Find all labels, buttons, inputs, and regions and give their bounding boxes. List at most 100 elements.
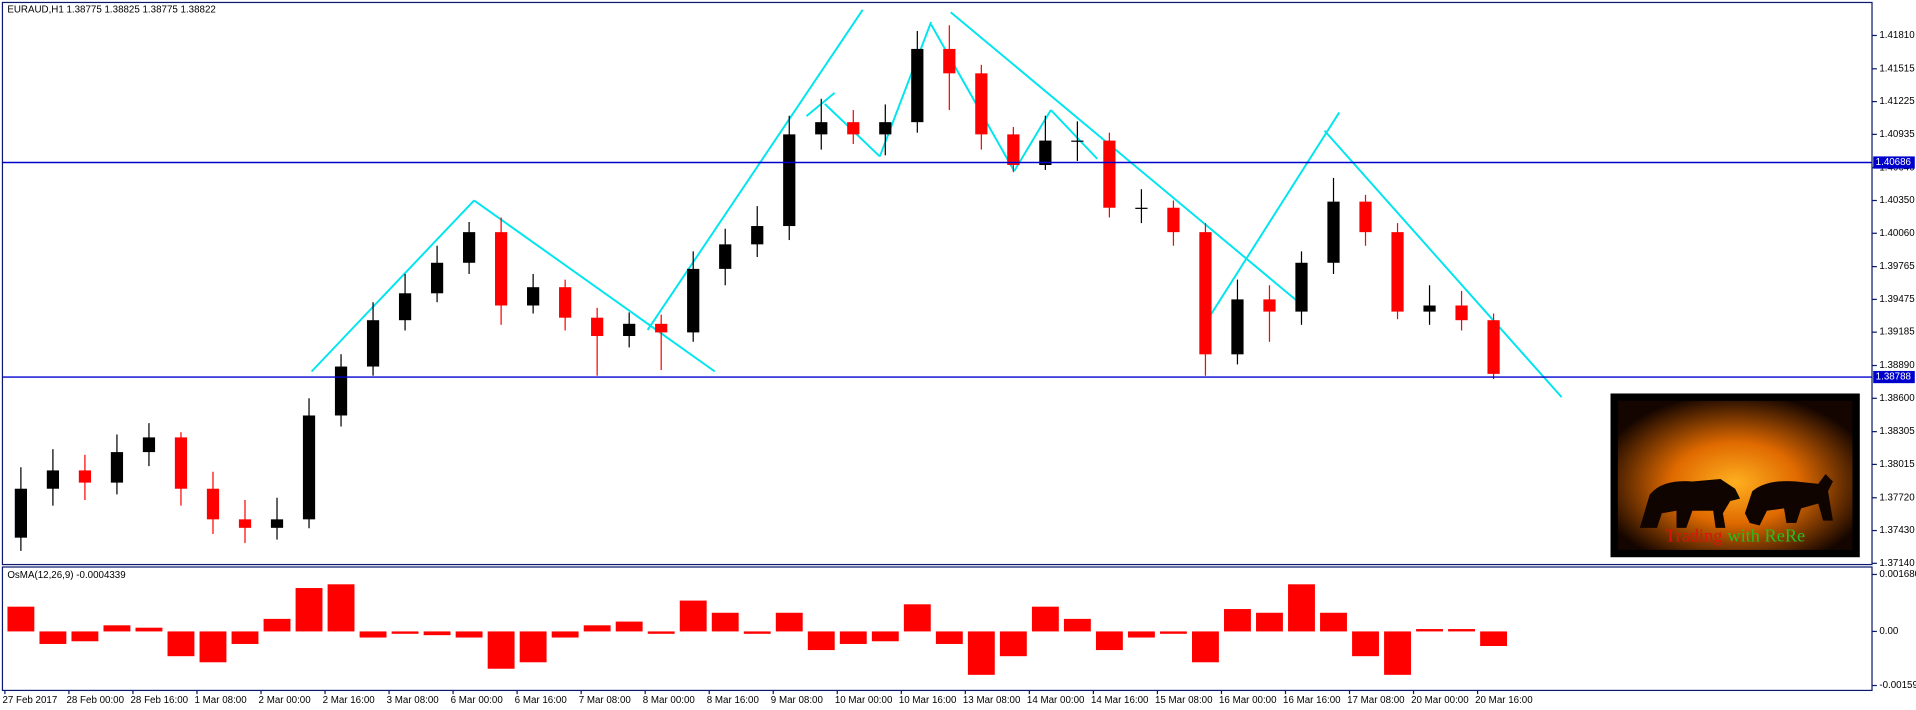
candle-body [719, 244, 732, 269]
trend-line [1050, 109, 1099, 160]
candle-body [430, 262, 444, 294]
osma-bar [231, 631, 259, 644]
trend-lines [310, 9, 1563, 398]
candle-body [687, 268, 700, 333]
candle-body [975, 73, 988, 135]
price-label: 1.40686 [1876, 157, 1911, 168]
candle-body [398, 293, 412, 321]
y-tick-label: 0.00 [1879, 626, 1899, 637]
price-label-box [1873, 156, 1915, 169]
indicator-title: OsMA(12,26,9) -0.0004339 [7, 570, 125, 581]
sub-panel-frame [1, 566, 1873, 692]
candle-body [1455, 305, 1468, 321]
candle-body [238, 519, 252, 528]
osma-bar [1448, 629, 1476, 632]
logo-text: Trading with ReRe [1665, 526, 1805, 546]
trend-line [930, 23, 1016, 172]
osma-bar [615, 621, 643, 632]
osma-bar [711, 612, 739, 632]
osma-bar [1063, 618, 1091, 632]
candle-body [495, 232, 508, 306]
x-tick-label: 10 Mar 16:00 [899, 695, 957, 706]
osma-bar [935, 631, 963, 644]
candle-body [302, 415, 316, 520]
candle-body [943, 48, 956, 74]
y-tick-label: 1.38890 [1879, 360, 1915, 371]
osma-bar [1159, 631, 1187, 634]
osma-bar [487, 631, 515, 669]
candle-body [366, 320, 380, 367]
price-panel: 1.418101.415151.412251.409351.406401.403… [2, 25, 1915, 706]
y-tick-label: 1.39185 [1879, 327, 1915, 338]
bull-silhouette [1744, 474, 1833, 526]
osma-bar [455, 631, 483, 638]
y-tick-label: 1.40060 [1879, 228, 1915, 239]
y-tick-label: 1.40350 [1879, 195, 1915, 206]
x-tick-label: 15 Mar 08:00 [1155, 695, 1213, 706]
logo: Trading with ReRe [1610, 393, 1860, 558]
osma-bar [1288, 584, 1315, 632]
x-tick-label: 20 Mar 00:00 [1411, 695, 1469, 706]
price-label: 1.38788 [1876, 372, 1911, 383]
y-tick-label: 1.40935 [1879, 129, 1915, 140]
osma-bar [1095, 631, 1123, 651]
osma-bar [1192, 631, 1219, 663]
candle-body [142, 437, 156, 453]
x-tick-label: 16 Mar 00:00 [1219, 695, 1277, 706]
trend-line [1206, 111, 1341, 321]
candle-body [815, 122, 828, 135]
candle-body [270, 519, 284, 528]
osma-bar [1320, 612, 1347, 632]
candle-body [1359, 201, 1372, 233]
candle-body [1295, 262, 1308, 312]
candle-body [1071, 140, 1084, 142]
osma-bar [39, 631, 67, 644]
candle-body [847, 122, 860, 135]
candle-body [462, 232, 476, 263]
osma-bar [871, 631, 899, 642]
candle-body [1007, 134, 1020, 166]
osma-bar [967, 631, 995, 675]
x-tick-label: 16 Mar 16:00 [1283, 695, 1341, 706]
osma-bar [775, 612, 803, 632]
osma-bar [391, 631, 419, 634]
osma-bar [423, 631, 451, 636]
candle-body [206, 488, 220, 520]
trend-line [950, 11, 1304, 307]
osma-bar [1480, 631, 1508, 647]
y-tick-label: 1.38600 [1879, 393, 1915, 404]
main-panel-frame [1, 1, 1873, 566]
osma-bar [1127, 631, 1155, 638]
osma-bar [103, 625, 131, 632]
x-tick-label: 3 Mar 08:00 [387, 695, 440, 706]
x-tick-label: 2 Mar 00:00 [259, 695, 312, 706]
osma-bar [71, 631, 99, 642]
osma-bar [327, 584, 355, 632]
trend-line [473, 199, 716, 373]
candle-body [751, 226, 764, 245]
logo-text-green: with ReRe [1727, 526, 1805, 546]
osma-bar [519, 631, 547, 663]
y-tick-label: 1.38015 [1879, 459, 1915, 470]
y-tick-label: 1.41515 [1879, 63, 1915, 74]
x-tick-label: 9 Mar 08:00 [771, 695, 824, 706]
x-tick-label: 7 Mar 08:00 [579, 695, 632, 706]
candle-body [911, 48, 924, 123]
x-tick-label: 8 Mar 16:00 [707, 695, 760, 706]
osma-bar [1224, 609, 1251, 632]
osma-bar [167, 631, 195, 657]
candle-body [1135, 207, 1148, 209]
x-tick-label: 28 Feb 16:00 [131, 695, 189, 706]
osma-bar [1031, 606, 1059, 632]
trend-line [1323, 130, 1563, 398]
y-tick-label: 1.37140 [1879, 558, 1915, 569]
trend-line [310, 199, 475, 373]
bear-silhouette [1639, 479, 1741, 528]
osma-bar [1416, 629, 1443, 632]
x-tick-label: 6 Mar 00:00 [451, 695, 504, 706]
candle-body [527, 287, 540, 306]
candle-body [1327, 201, 1340, 263]
x-tick-label: 28 Feb 00:00 [66, 695, 124, 706]
